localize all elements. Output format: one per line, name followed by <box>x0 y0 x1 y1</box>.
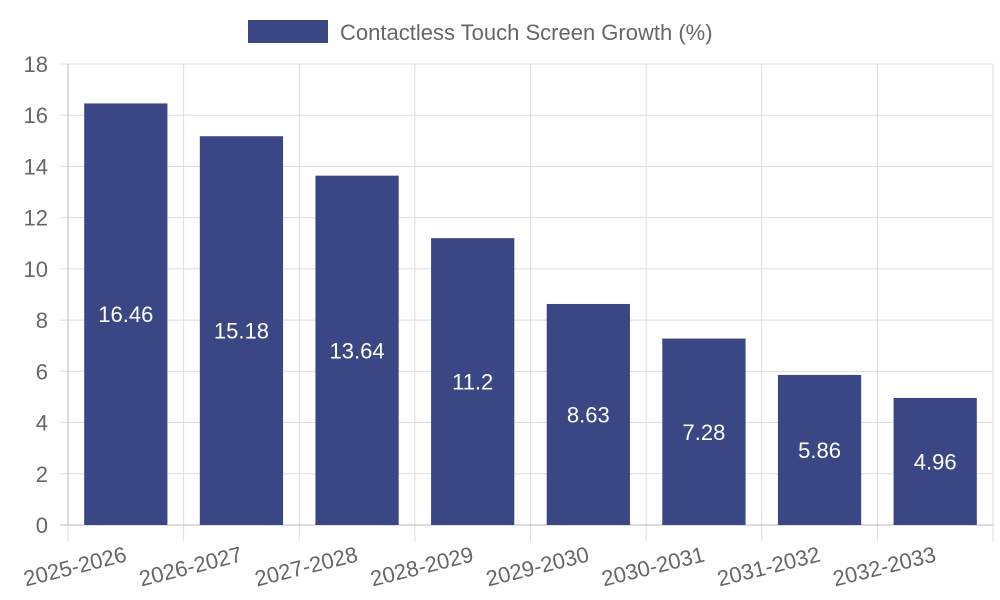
y-tick-label: 0 <box>36 513 48 538</box>
bar[interactable] <box>431 238 515 525</box>
x-tick-label: 2026-2027 <box>137 542 245 592</box>
y-tick-label: 12 <box>24 206 48 231</box>
y-tick-label: 8 <box>36 308 48 333</box>
data-label: 8.63 <box>567 402 610 427</box>
bar[interactable] <box>777 374 862 525</box>
legend-swatch[interactable] <box>248 20 328 43</box>
data-label: 16.46 <box>98 302 153 327</box>
x-tick-label: 2029-2030 <box>483 542 591 592</box>
bar[interactable] <box>662 338 746 525</box>
y-tick-label: 10 <box>24 257 48 282</box>
bar[interactable] <box>84 103 168 526</box>
data-label: 11.2 <box>452 370 493 395</box>
y-tick-label: 2 <box>36 462 48 487</box>
data-label: 13.64 <box>330 338 385 363</box>
x-tick-label: 2027-2028 <box>252 542 360 592</box>
y-tick-label: 18 <box>24 52 48 77</box>
x-axis-tick-labels: 2025-2026 2026-2027 2027-2028 2028-2029 2029… <box>21 542 939 592</box>
bar[interactable] <box>893 397 977 525</box>
data-labels: 16.46 15.18 13.64 11.2 8.63 7.28 5.86 4.96 <box>98 302 956 474</box>
data-label: 15.18 <box>214 319 269 344</box>
x-tick-label: 2028-2029 <box>368 542 476 592</box>
y-tick-label: 16 <box>24 103 48 128</box>
legend-label[interactable]: Contactless Touch Screen Growth (%) <box>340 20 713 45</box>
bar[interactable] <box>546 303 630 525</box>
y-tick-label: 14 <box>24 154 48 179</box>
legend[interactable]: Contactless Touch Screen Growth (%) <box>248 20 713 45</box>
x-tick-label: 2030-2031 <box>599 542 707 592</box>
y-axis-tick-labels: 0 2 4 6 8 10 12 14 16 18 <box>24 52 48 538</box>
bars <box>84 103 977 526</box>
y-tick-label: 6 <box>36 359 48 384</box>
x-tick-label: 2032-2033 <box>830 542 938 592</box>
y-tick-label: 4 <box>36 411 48 436</box>
data-label: 4.96 <box>914 449 957 474</box>
data-label: 5.86 <box>798 438 841 463</box>
bar[interactable] <box>315 175 399 526</box>
x-tick-label: 2025-2026 <box>21 542 129 592</box>
x-tick-label: 2031-2032 <box>715 542 823 592</box>
data-label: 7.28 <box>683 420 726 445</box>
bar[interactable] <box>199 136 284 525</box>
